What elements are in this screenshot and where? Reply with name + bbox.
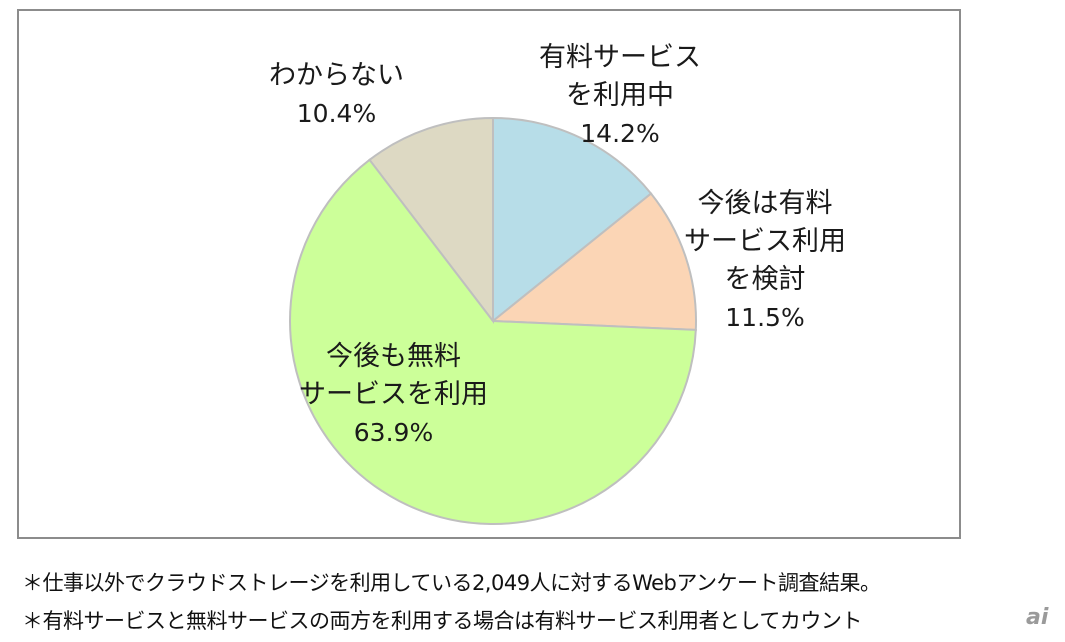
pie-slice-paid xyxy=(492,116,653,324)
pie-slice-free xyxy=(289,158,697,525)
slice-label-paid: 有料サービス を利用中 14.2% xyxy=(539,39,701,153)
slice-label-free-line2: サービスを利用 xyxy=(299,379,488,410)
slice-label-free: 今後も無料 サービスを利用 63.9% xyxy=(299,338,488,452)
slice-label-unknown-line1: わからない xyxy=(269,60,404,91)
slice-label-considering-line3: を検討 xyxy=(724,264,806,295)
slice-label-considering-line1: 今後は有料 xyxy=(697,188,833,219)
pie-slice-unknown xyxy=(368,116,494,324)
chart-frame: 有料サービス を利用中 14.2% 今後は有料 サービス利用 を検討 11.5%… xyxy=(17,9,961,539)
pie-chart xyxy=(289,116,697,525)
watermark-logo: ai xyxy=(1026,605,1049,630)
slice-label-considering-line2: サービス利用 xyxy=(684,226,846,257)
slice-value-free: 63.9% xyxy=(353,418,434,447)
slice-label-paid-line1: 有料サービス xyxy=(539,42,701,73)
footnote-survey: ＊仕事以外でクラウドストレージを利用している2,049人に対するWebアンケート… xyxy=(22,571,881,595)
slice-label-unknown: わからない 10.4% xyxy=(269,57,404,133)
footnote-counting: ＊有料サービスと無料サービスの両方を利用する場合は有料サービス利用者としてカウン… xyxy=(22,609,862,633)
slice-label-free-line1: 今後も無料 xyxy=(326,341,461,372)
slice-label-paid-line2: を利用中 xyxy=(566,80,674,111)
slice-label-considering: 今後は有料 サービス利用 を検討 11.5% xyxy=(684,185,846,337)
slice-value-considering: 11.5% xyxy=(725,303,805,332)
slice-value-paid: 14.2% xyxy=(580,119,660,148)
pie-slice-considering xyxy=(490,192,697,331)
slice-value-unknown: 10.4% xyxy=(296,99,377,128)
